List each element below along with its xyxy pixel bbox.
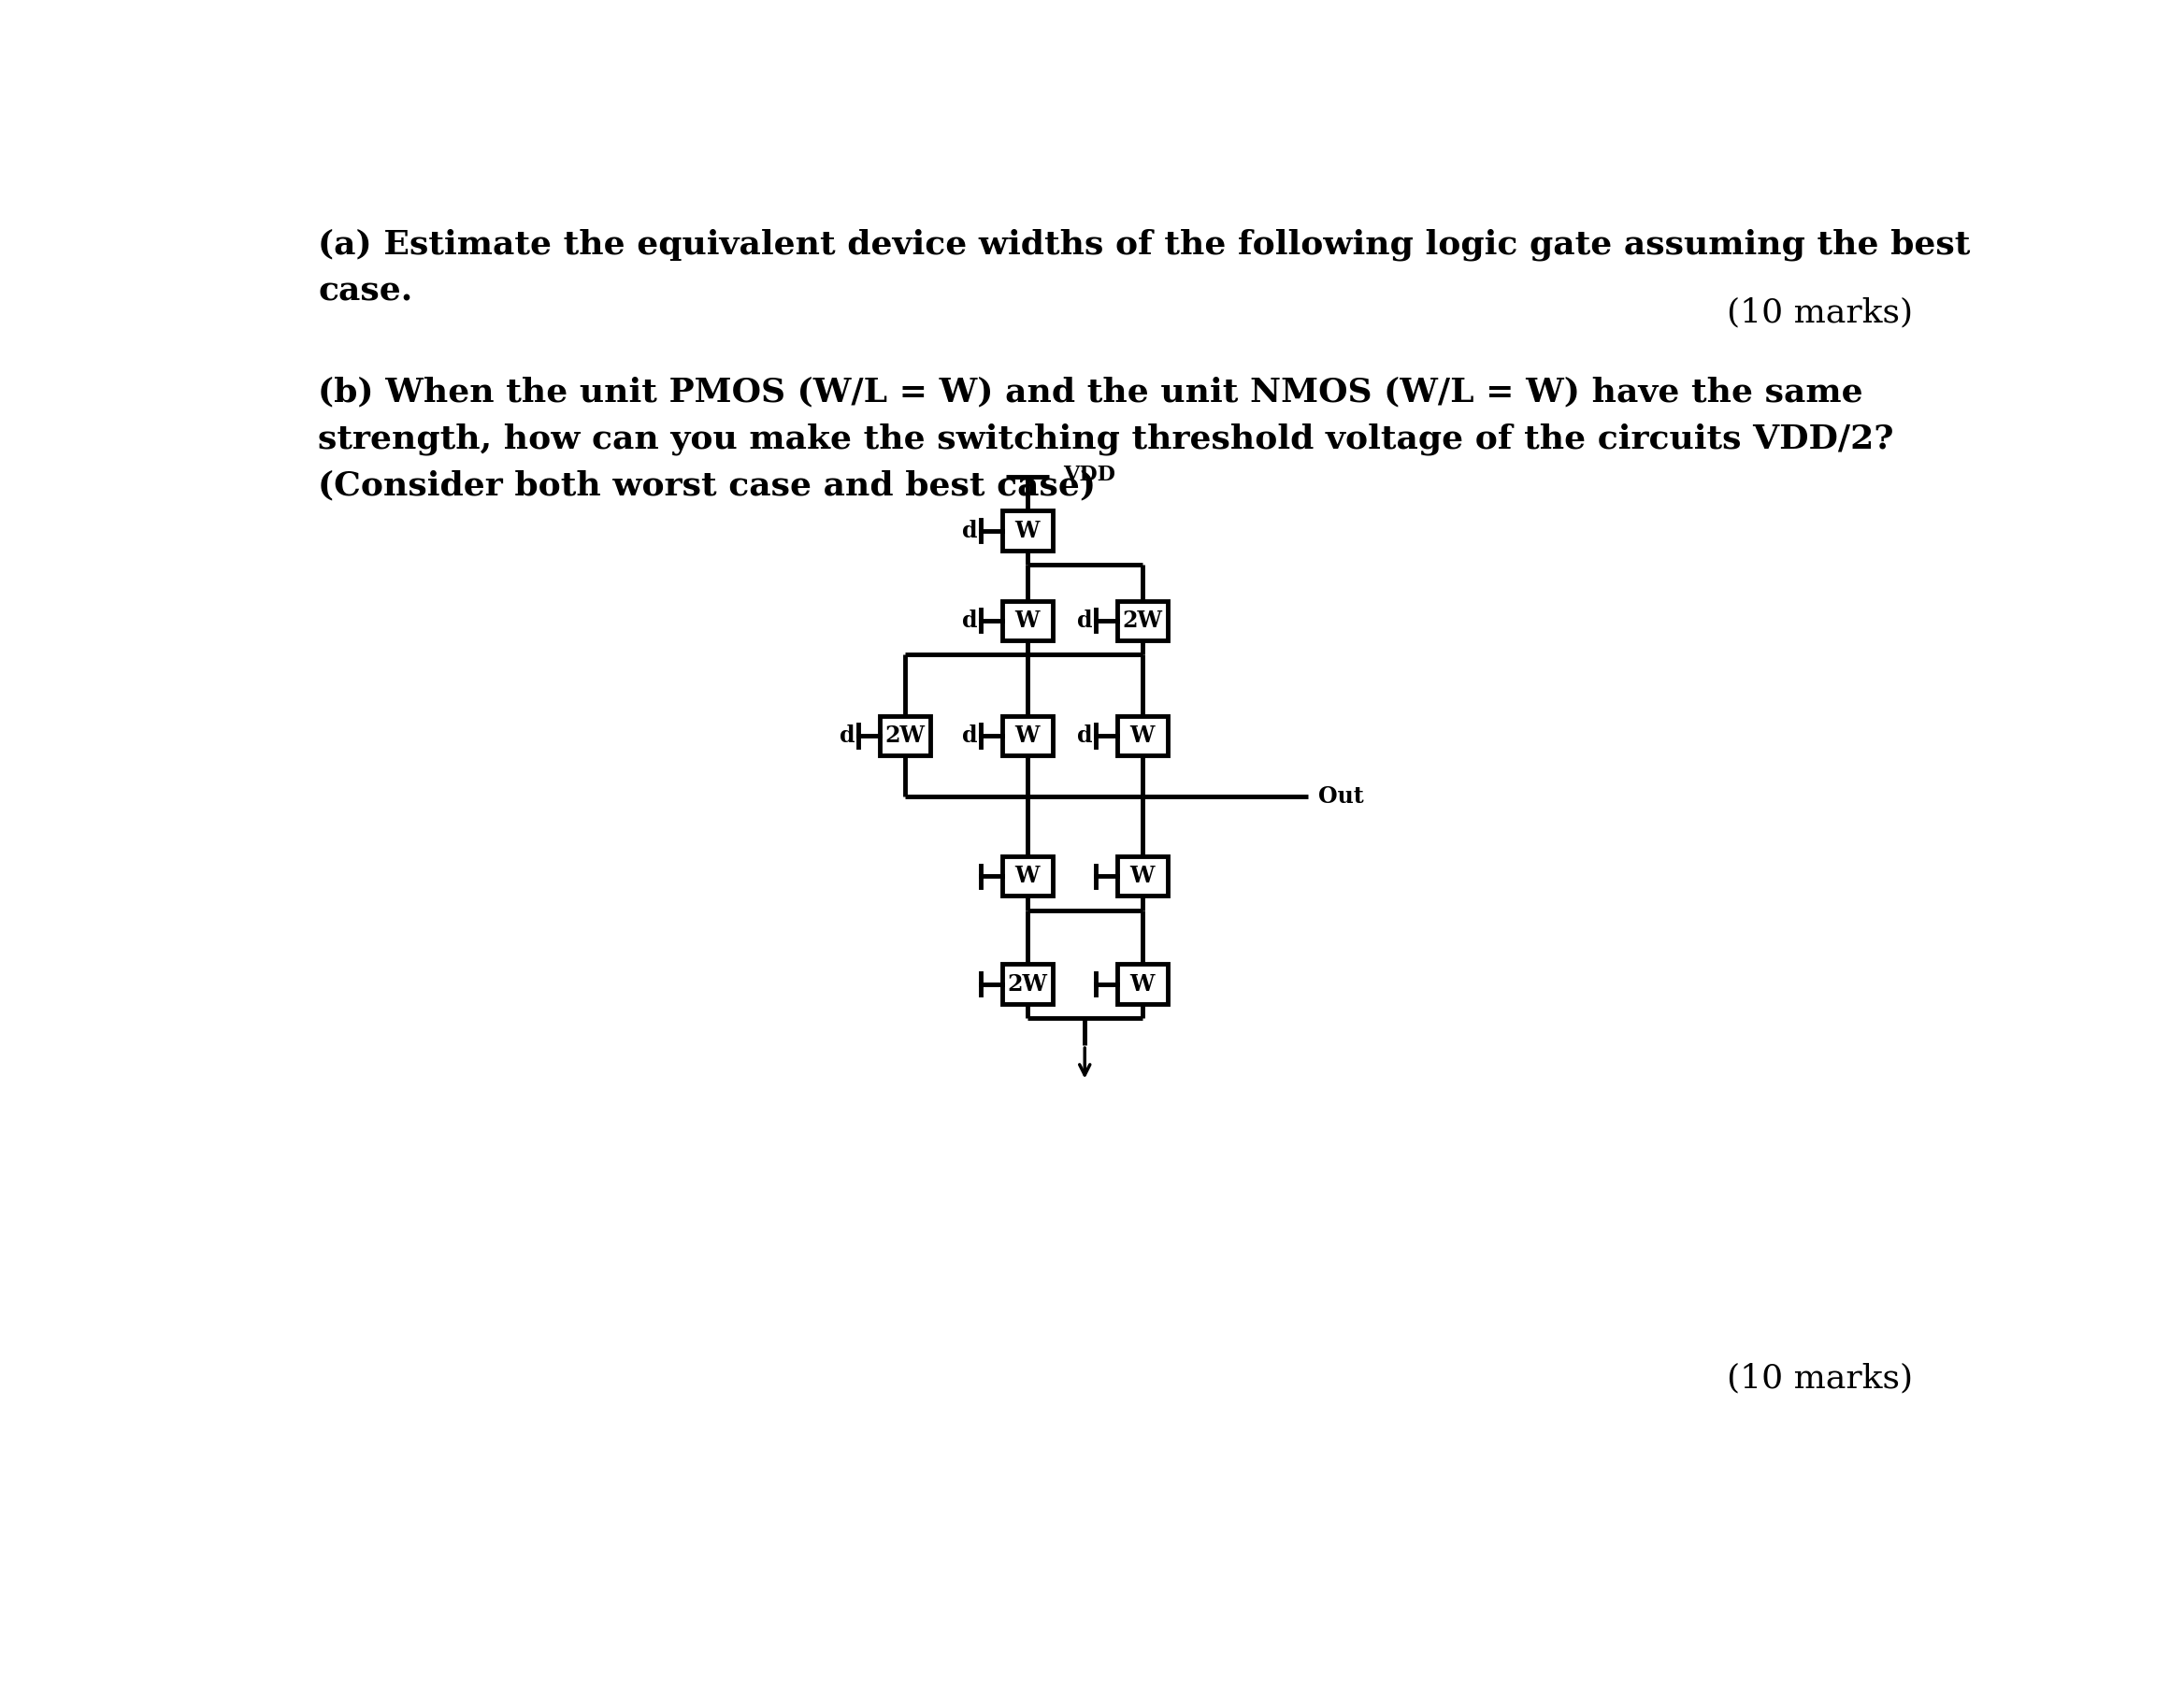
Text: W: W bbox=[1016, 519, 1040, 541]
Bar bbox=[1118, 716, 1168, 756]
Bar bbox=[1118, 856, 1168, 895]
Text: W: W bbox=[1016, 865, 1040, 887]
Text: 2W: 2W bbox=[885, 724, 924, 746]
Text: (10 marks): (10 marks) bbox=[1728, 296, 1913, 328]
Bar bbox=[880, 716, 930, 756]
Text: 2W: 2W bbox=[1123, 609, 1162, 631]
Text: Out: Out bbox=[1319, 785, 1365, 809]
Bar bbox=[1002, 964, 1053, 1003]
Bar bbox=[1002, 601, 1053, 640]
Text: W: W bbox=[1129, 973, 1155, 995]
Text: (b) When the unit PMOS (W/L = W) and the unit NMOS (W/L = W) have the same
stren: (b) When the unit PMOS (W/L = W) and the… bbox=[319, 376, 1894, 503]
Text: (10 marks): (10 marks) bbox=[1728, 1362, 1913, 1394]
Text: W: W bbox=[1129, 724, 1155, 746]
Text: d: d bbox=[839, 724, 856, 746]
Text: d: d bbox=[963, 609, 978, 631]
Text: W: W bbox=[1016, 724, 1040, 746]
Text: W: W bbox=[1129, 865, 1155, 887]
Text: d: d bbox=[963, 519, 978, 541]
Bar bbox=[1118, 964, 1168, 1003]
Text: (a) Estimate the equivalent device widths of the following logic gate assuming t: (a) Estimate the equivalent device width… bbox=[319, 228, 1970, 308]
Text: d: d bbox=[1077, 724, 1092, 746]
Bar bbox=[1002, 511, 1053, 550]
Bar bbox=[1002, 716, 1053, 756]
Bar bbox=[1002, 856, 1053, 895]
Text: VDD: VDD bbox=[1064, 465, 1116, 486]
Text: W: W bbox=[1016, 609, 1040, 631]
Text: d: d bbox=[963, 724, 978, 746]
Text: 2W: 2W bbox=[1007, 973, 1048, 995]
Text: d: d bbox=[1077, 609, 1092, 631]
Bar bbox=[1118, 601, 1168, 640]
